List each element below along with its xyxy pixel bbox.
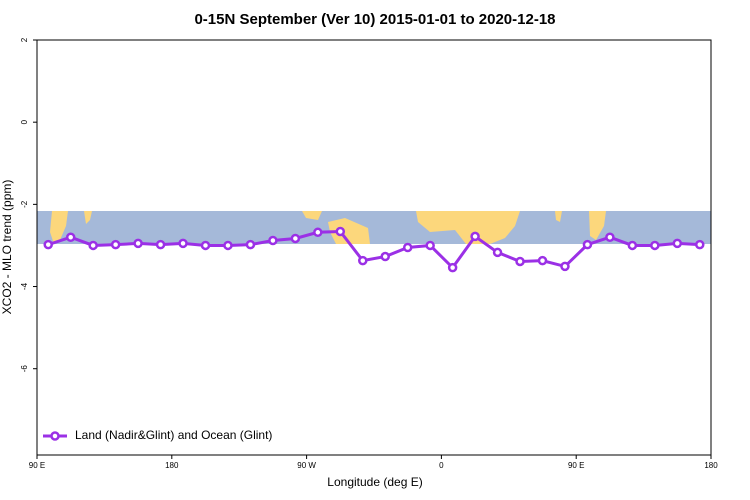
- map-strip: [37, 211, 711, 244]
- data-point: [425, 240, 435, 251]
- land: [50, 211, 68, 244]
- data-point: [402, 242, 413, 253]
- y-tick-label: -4: [20, 282, 29, 290]
- data-point: [537, 255, 548, 266]
- data-point: [695, 239, 705, 250]
- data-point: [65, 232, 76, 242]
- legend-label: Land (Nadir&Glint) and Ocean (Glint): [75, 428, 272, 442]
- land: [302, 211, 322, 220]
- data-point: [88, 240, 98, 251]
- x-axis-label: Longitude (deg E): [327, 475, 422, 489]
- x-tick-label: 180: [165, 461, 179, 470]
- x-tick-label: 90 E: [568, 461, 584, 470]
- data-point: [515, 256, 525, 267]
- data-point: [492, 247, 503, 258]
- data-point: [560, 261, 570, 272]
- data-point: [335, 226, 346, 237]
- data-point: [43, 239, 53, 250]
- data-point: [605, 232, 615, 242]
- y-tick-label: 2: [20, 37, 29, 42]
- data-point: [380, 251, 390, 262]
- land: [84, 211, 92, 224]
- data-point: [290, 233, 301, 244]
- chart-title: 0-15N September (Ver 10) 2015-01-01 to 2…: [194, 11, 555, 28]
- x-tick-label: 90 W: [297, 461, 316, 470]
- data-point: [200, 240, 211, 251]
- land: [555, 211, 562, 222]
- data-point: [245, 239, 256, 250]
- data-point: [582, 239, 593, 250]
- legend-marker: [50, 431, 60, 441]
- data-point: [178, 238, 188, 249]
- data-point: [155, 239, 166, 250]
- y-tick-label: -6: [20, 365, 29, 373]
- x-tick-label: 90 E: [29, 461, 45, 470]
- data-point: [447, 262, 458, 273]
- y-tick-label: -2: [20, 200, 29, 208]
- data-point: [313, 227, 323, 238]
- plot-frame: [36, 39, 712, 456]
- data-point: [627, 240, 638, 251]
- data-point: [650, 240, 660, 251]
- x-tick-label: 180: [704, 461, 718, 470]
- land: [589, 211, 606, 240]
- y-tick-label: 0: [20, 119, 29, 124]
- data-point: [672, 238, 683, 249]
- data-point: [470, 231, 480, 242]
- land: [416, 211, 520, 244]
- x-tick-label: 0: [439, 461, 444, 470]
- data-point: [110, 239, 121, 250]
- land: [328, 218, 370, 244]
- data-point: [268, 235, 278, 246]
- data-point: [223, 240, 233, 251]
- data-point: [358, 255, 368, 266]
- y-axis-label: XCO2 - MLO trend (ppm): [0, 180, 14, 315]
- data-point: [133, 238, 143, 249]
